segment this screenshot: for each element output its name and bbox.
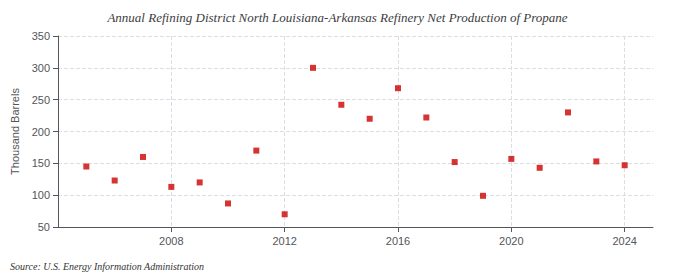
svg-text:2020: 2020 xyxy=(499,235,523,247)
svg-text:2012: 2012 xyxy=(272,235,296,247)
svg-text:2008: 2008 xyxy=(159,235,183,247)
svg-text:200: 200 xyxy=(32,126,50,138)
svg-text:Annual Refining District North: Annual Refining District North Louisiana… xyxy=(106,10,567,25)
svg-text:50: 50 xyxy=(38,221,50,233)
svg-text:2024: 2024 xyxy=(612,235,636,247)
svg-text:Source: U.S. Energy Informatio: Source: U.S. Energy Information Administ… xyxy=(10,261,204,272)
svg-text:100: 100 xyxy=(32,189,50,201)
svg-text:350: 350 xyxy=(32,30,50,42)
svg-text:2016: 2016 xyxy=(386,235,410,247)
svg-text:150: 150 xyxy=(32,157,50,169)
svg-text:300: 300 xyxy=(32,62,50,74)
svg-text:Thousand Barrels: Thousand Barrels xyxy=(9,88,21,175)
svg-text:250: 250 xyxy=(32,94,50,106)
